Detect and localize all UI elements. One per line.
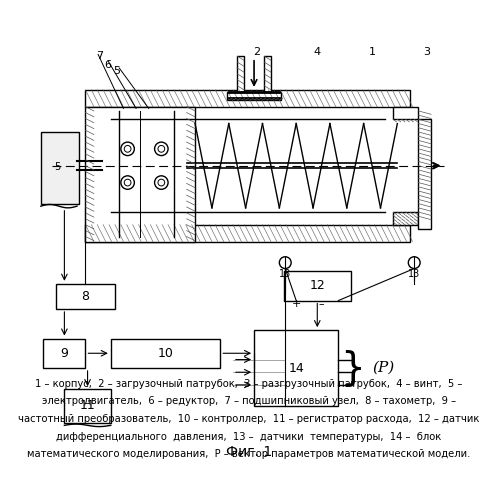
Bar	[43, 338, 86, 368]
Text: математического моделирования,  P – вектор параметров математической модели.: математического моделирования, P – векто…	[27, 450, 471, 460]
Text: 1 – корпус,  2 – загрузочный патрубок,  3 – разгрузочный патрубок,  4 – винт,  5: 1 – корпус, 2 – загрузочный патрубок, 3 …	[35, 378, 463, 388]
Text: частотный преобразователь,  10 – контроллер,  11 – регистратор расхода,  12 – да: частотный преобразователь, 10 – контролл…	[18, 414, 480, 424]
Bar	[86, 106, 195, 242]
Bar	[64, 389, 111, 423]
Text: }: }	[340, 349, 365, 387]
Bar	[86, 224, 410, 242]
Text: 8: 8	[82, 290, 90, 303]
Bar	[111, 338, 220, 368]
Text: Фиг. 1: Фиг. 1	[226, 444, 272, 458]
Text: –: –	[319, 300, 324, 310]
Text: 7: 7	[96, 51, 104, 61]
Bar	[393, 106, 418, 120]
Bar	[393, 212, 418, 224]
Text: 12: 12	[309, 280, 325, 292]
Text: 14: 14	[288, 362, 304, 374]
Text: 2: 2	[253, 47, 260, 57]
Bar	[264, 56, 271, 92]
Text: 3: 3	[423, 47, 430, 57]
Text: 5: 5	[113, 66, 120, 76]
Bar	[227, 92, 281, 100]
Text: 5: 5	[54, 162, 61, 172]
Text: 13: 13	[279, 270, 291, 280]
Text: 9: 9	[60, 347, 68, 360]
Bar	[418, 120, 431, 229]
Text: электродвигатель,  6 – редуктор,  7 – подшипниковый узел,  8 – тахометр,  9 –: электродвигатель, 6 – редуктор, 7 – подш…	[42, 396, 456, 406]
Text: 10: 10	[157, 347, 173, 360]
Text: 1: 1	[369, 47, 375, 57]
Bar	[86, 90, 410, 106]
Bar	[254, 330, 338, 406]
Text: дифференциального  давления,  13 –  датчики  температуры,  14 –  блок: дифференциального давления, 13 – датчики…	[56, 432, 442, 442]
Text: 13: 13	[408, 270, 420, 280]
Text: +: +	[291, 300, 301, 310]
Bar	[41, 132, 79, 204]
Text: 6: 6	[105, 60, 112, 70]
Text: (P): (P)	[372, 361, 394, 375]
Text: 4: 4	[314, 47, 321, 57]
Bar	[56, 284, 115, 309]
Text: 11: 11	[80, 400, 96, 412]
Bar	[283, 271, 351, 300]
Bar	[237, 56, 244, 92]
